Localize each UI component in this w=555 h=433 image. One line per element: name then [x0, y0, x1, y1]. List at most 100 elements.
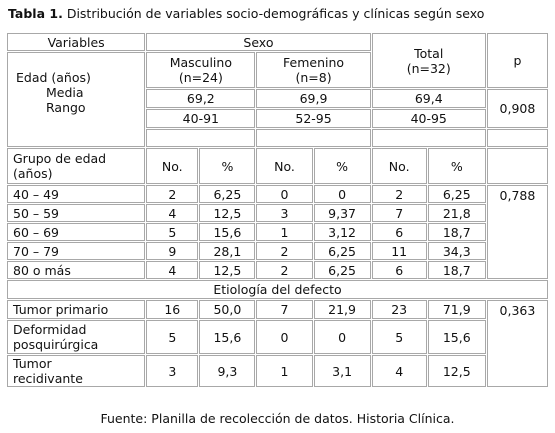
cell [256, 129, 371, 147]
cell: p [486, 33, 548, 88]
cell: 69,2 [146, 89, 256, 108]
line: Femenino [283, 55, 345, 70]
row: Tumor recidivante 3 9,3 1 3,1 4 12,5 [7, 355, 548, 387]
caption-text: Distribución de variables socio-demográf… [66, 6, 485, 21]
cell: 21,9 [313, 300, 371, 319]
line: Total [414, 45, 444, 61]
cell: 9,37 [313, 204, 371, 222]
cell: 4 [371, 355, 427, 387]
cell: 40-91 [146, 109, 256, 128]
cell: 69,9 [256, 89, 371, 108]
line: (n=24) [178, 70, 223, 85]
cell: 7 [371, 204, 427, 222]
cell: Tumor primario [7, 300, 146, 319]
cell: 21,8 [427, 204, 486, 222]
cell: 0 [313, 185, 371, 203]
cell: 0 [256, 320, 313, 354]
cell: 2 [371, 185, 427, 203]
footer: Fuente: Planilla de recolección de datos… [100, 411, 455, 426]
cell: 4 [146, 261, 199, 279]
cell: 80 o más [7, 261, 146, 279]
row: 80 o más 4 12,5 2 6,25 6 18,7 [7, 261, 548, 279]
line: posquirúrgica [13, 337, 99, 352]
row: Tumor primario 16 50,0 7 21,9 23 71,9 0,363 [7, 300, 548, 387]
table-caption: Tabla 1. Distribución de variables socio… [8, 6, 484, 21]
cell: 6 [371, 223, 427, 241]
cell: 12,5 [427, 355, 486, 387]
cell: Sexo [146, 33, 371, 51]
cell: 15,6 [199, 223, 256, 241]
table: Variables Sexo Total (n=32) p Edad (años)… [6, 32, 549, 388]
cell: No. [371, 148, 427, 184]
cell: 52-95 [256, 109, 371, 128]
line: (años) [13, 166, 53, 181]
line: Rango [46, 99, 86, 115]
cell: 7 [256, 300, 313, 319]
cell: Deformidad posquirúrgica [7, 320, 146, 354]
cell: Variables [7, 33, 146, 51]
cell: 9 [146, 242, 199, 260]
cell: 3 [256, 204, 313, 222]
cell: 6 [371, 261, 427, 279]
row: Deformidad posquirúrgica 5 15,6 0 0 5 15,6 [7, 320, 548, 354]
cell: 5 [146, 223, 199, 241]
cell: 18,7 [427, 223, 486, 241]
cell: 9,3 [199, 355, 256, 387]
line: Deformidad [13, 322, 87, 337]
cell [486, 129, 548, 147]
caption-label: Tabla 1. [8, 6, 63, 21]
cell [146, 129, 256, 147]
cell: 2 [256, 242, 313, 260]
line: Media [46, 84, 84, 100]
cell: 0,788 [486, 185, 548, 279]
cell: % [427, 148, 486, 184]
cell: 6,25 [199, 185, 256, 203]
line: (n=8) [295, 70, 332, 85]
row: 40 – 49 2 6,25 0 0 2 6,25 0,788 [7, 185, 548, 279]
cell: 5 [146, 320, 199, 354]
cell: 50,0 [199, 300, 256, 319]
cell: 2 [146, 185, 199, 203]
cell: 18,7 [427, 261, 486, 279]
cell: 12,5 [199, 204, 256, 222]
cell: 1 [256, 355, 313, 387]
row: 60 – 69 5 15,6 1 3,12 6 18,7 [7, 223, 548, 241]
cell: 0 [256, 185, 313, 203]
cell: Tumor recidivante [7, 355, 146, 387]
cell: No. [146, 148, 199, 184]
cell: Edad (años) Media Rango [7, 52, 146, 147]
line: (n=32) [406, 60, 451, 76]
cell: No. [256, 148, 313, 184]
cell: % [199, 148, 256, 184]
line: Tumor primario [13, 302, 109, 317]
row: 70 – 79 9 28,1 2 6,25 11 34,3 [7, 242, 548, 260]
line [8, 115, 140, 130]
cell: 40 – 49 [7, 185, 146, 203]
cell: 3,12 [313, 223, 371, 241]
line: Tumor [13, 356, 52, 371]
row: 50 – 59 4 12,5 3 9,37 7 21,8 [7, 204, 548, 222]
cell: 71,9 [427, 300, 486, 319]
cell: Total (n=32) [371, 33, 486, 88]
cell: 12,5 [199, 261, 256, 279]
cell: Etiología del defecto [7, 280, 548, 299]
cell: 6,25 [313, 261, 371, 279]
cell: 0 [313, 320, 371, 354]
cell: Grupo de edad (años) [7, 148, 146, 184]
cell [486, 148, 548, 184]
line: Edad (años) [16, 69, 91, 85]
cell: 1 [256, 223, 313, 241]
cell: % [313, 148, 371, 184]
cell: 16 [146, 300, 199, 319]
cell: 15,6 [199, 320, 256, 354]
cell: 15,6 [427, 320, 486, 354]
cell: 3,1 [313, 355, 371, 387]
line: Grupo de edad [13, 151, 107, 166]
cell [371, 129, 486, 147]
cell: 11 [371, 242, 427, 260]
cell: 28,1 [199, 242, 256, 260]
cell: Masculino (n=24) [146, 52, 256, 88]
cell: 3 [146, 355, 199, 387]
cell: 6,25 [313, 242, 371, 260]
cell: 6,25 [427, 185, 486, 203]
